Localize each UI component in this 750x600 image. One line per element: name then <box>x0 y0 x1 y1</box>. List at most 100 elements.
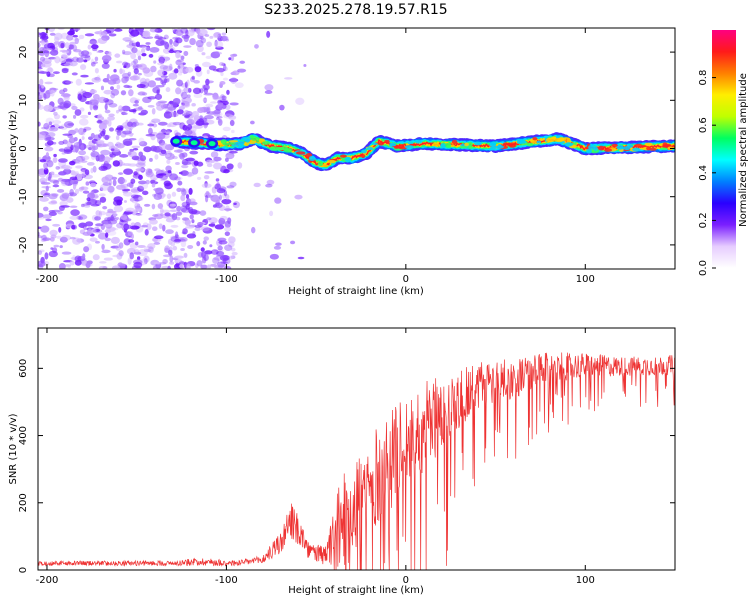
noise-speckle <box>181 161 192 166</box>
noise-speckle <box>107 119 112 127</box>
noise-speckle <box>99 196 107 203</box>
noise-speckle <box>90 182 97 188</box>
noise-speckle <box>87 198 98 205</box>
noise-speckle <box>135 168 145 172</box>
noise-speckle <box>72 56 79 63</box>
signal-blob <box>241 136 252 142</box>
noise-speckle <box>59 236 68 243</box>
signal-blob <box>566 137 571 143</box>
noise-speckle <box>137 55 142 61</box>
noise-speckle <box>175 51 181 59</box>
noise-speckle <box>123 65 127 69</box>
signal-blob <box>432 142 440 147</box>
noise-speckle <box>203 174 210 180</box>
noise-speckle <box>74 109 82 116</box>
noise-speckle <box>203 84 210 91</box>
noise-speckle <box>70 179 79 185</box>
noise-speckle <box>89 193 99 200</box>
noise-speckle <box>44 192 50 196</box>
noise-speckle <box>76 141 84 149</box>
noise-speckle <box>173 129 179 137</box>
noise-speckle <box>223 265 232 269</box>
noise-speckle <box>70 209 80 216</box>
noise-speckle <box>130 52 137 60</box>
noise-speckle <box>221 95 227 101</box>
noise-speckle <box>216 116 223 119</box>
noise-speckle <box>295 97 305 105</box>
noise-speckle <box>205 78 210 86</box>
noise-speckle <box>274 197 282 204</box>
noise-speckle <box>205 55 212 60</box>
noise-speckle <box>110 86 114 91</box>
noise-speckle <box>142 222 149 227</box>
noise-speckle <box>138 174 143 180</box>
noise-speckle <box>117 176 126 185</box>
noise-speckle <box>64 264 72 267</box>
noise-speckle <box>130 188 139 193</box>
noise-speckle <box>41 33 49 41</box>
noise-speckle <box>222 193 226 199</box>
noise-speckle <box>269 210 274 217</box>
noise-speckle <box>217 102 224 108</box>
noise-speckle <box>44 81 53 85</box>
noise-speckle <box>136 213 143 217</box>
noise-speckle <box>226 163 234 170</box>
noise-speckle <box>199 210 207 216</box>
noise-speckle <box>224 244 233 251</box>
noise-speckle <box>133 68 139 75</box>
noise-speckle <box>54 56 61 64</box>
noise-speckle <box>118 105 123 113</box>
noise-speckle <box>181 102 185 106</box>
noise-speckle <box>69 260 75 266</box>
noise-speckle <box>120 90 127 96</box>
noise-speckle <box>205 190 210 196</box>
noise-speckle <box>95 240 100 244</box>
noise-speckle <box>91 77 102 83</box>
noise-speckle <box>227 217 232 225</box>
noise-speckle <box>123 112 128 116</box>
noise-speckle <box>123 168 134 175</box>
noise-speckle <box>100 149 111 156</box>
noise-speckle <box>103 89 113 95</box>
noise-speckle <box>202 240 207 245</box>
noise-speckle <box>148 246 154 254</box>
signal-blob <box>295 151 306 155</box>
noise-speckle <box>112 179 117 187</box>
noise-speckle <box>85 261 91 269</box>
noise-speckle <box>290 240 296 245</box>
noise-speckle <box>155 84 165 88</box>
noise-speckle <box>217 118 223 126</box>
noise-speckle <box>107 115 115 121</box>
signal-blob <box>458 146 469 149</box>
noise-speckle <box>61 234 72 241</box>
noise-speckle <box>153 193 163 200</box>
noise-speckle <box>158 173 167 176</box>
signal-blob <box>222 142 232 146</box>
noise-speckle <box>43 104 54 112</box>
noise-speckle <box>58 227 62 233</box>
noise-speckle <box>124 40 135 43</box>
noise-speckle <box>214 39 218 47</box>
noise-speckle <box>77 91 82 95</box>
noise-speckle <box>132 147 139 151</box>
noise-speckle <box>148 127 153 135</box>
noise-speckle <box>61 54 68 58</box>
noise-speckle <box>222 255 230 261</box>
noise-speckle <box>115 141 122 148</box>
noise-speckle <box>38 121 41 127</box>
noise-speckle <box>98 153 102 160</box>
noise-speckle <box>209 35 214 39</box>
noise-speckle <box>87 111 92 116</box>
noise-speckle <box>38 93 47 99</box>
noise-speckle <box>96 120 103 124</box>
noise-speckle <box>42 237 51 241</box>
signal-blob <box>344 156 352 163</box>
noise-speckle <box>79 64 87 70</box>
noise-speckle <box>111 265 121 269</box>
noise-speckle <box>91 44 99 50</box>
noise-speckle <box>62 166 73 170</box>
noise-speckle <box>226 89 230 95</box>
noise-speckle <box>47 176 51 181</box>
noise-speckle <box>116 130 122 136</box>
noise-speckle <box>192 87 202 95</box>
